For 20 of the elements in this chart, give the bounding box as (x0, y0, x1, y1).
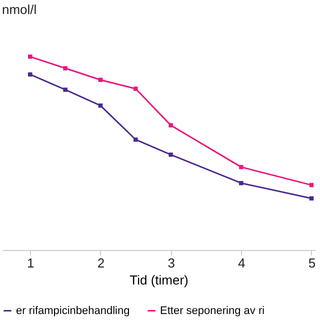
x-tick-label: 3 (168, 256, 175, 270)
point (98, 78, 103, 82)
point (134, 86, 138, 91)
point (239, 180, 244, 186)
legend-label: er rifampicinbehandling (16, 304, 130, 317)
point (239, 164, 244, 170)
x-tick-label: 4 (238, 256, 246, 270)
point (28, 54, 32, 59)
point (168, 152, 173, 157)
y-axis-title: nmol/l (2, 2, 37, 17)
point (168, 123, 173, 128)
x-tick-label: 2 (97, 256, 105, 270)
point (63, 66, 68, 70)
x-tick-label: 1 (27, 256, 34, 270)
point (134, 137, 138, 142)
x-tick-label: 5 (308, 256, 316, 270)
point (63, 88, 68, 92)
point (28, 72, 32, 77)
x-axis-title: Tid (timer) (130, 272, 188, 288)
legend-label: Etter seponering av ri (160, 304, 265, 317)
